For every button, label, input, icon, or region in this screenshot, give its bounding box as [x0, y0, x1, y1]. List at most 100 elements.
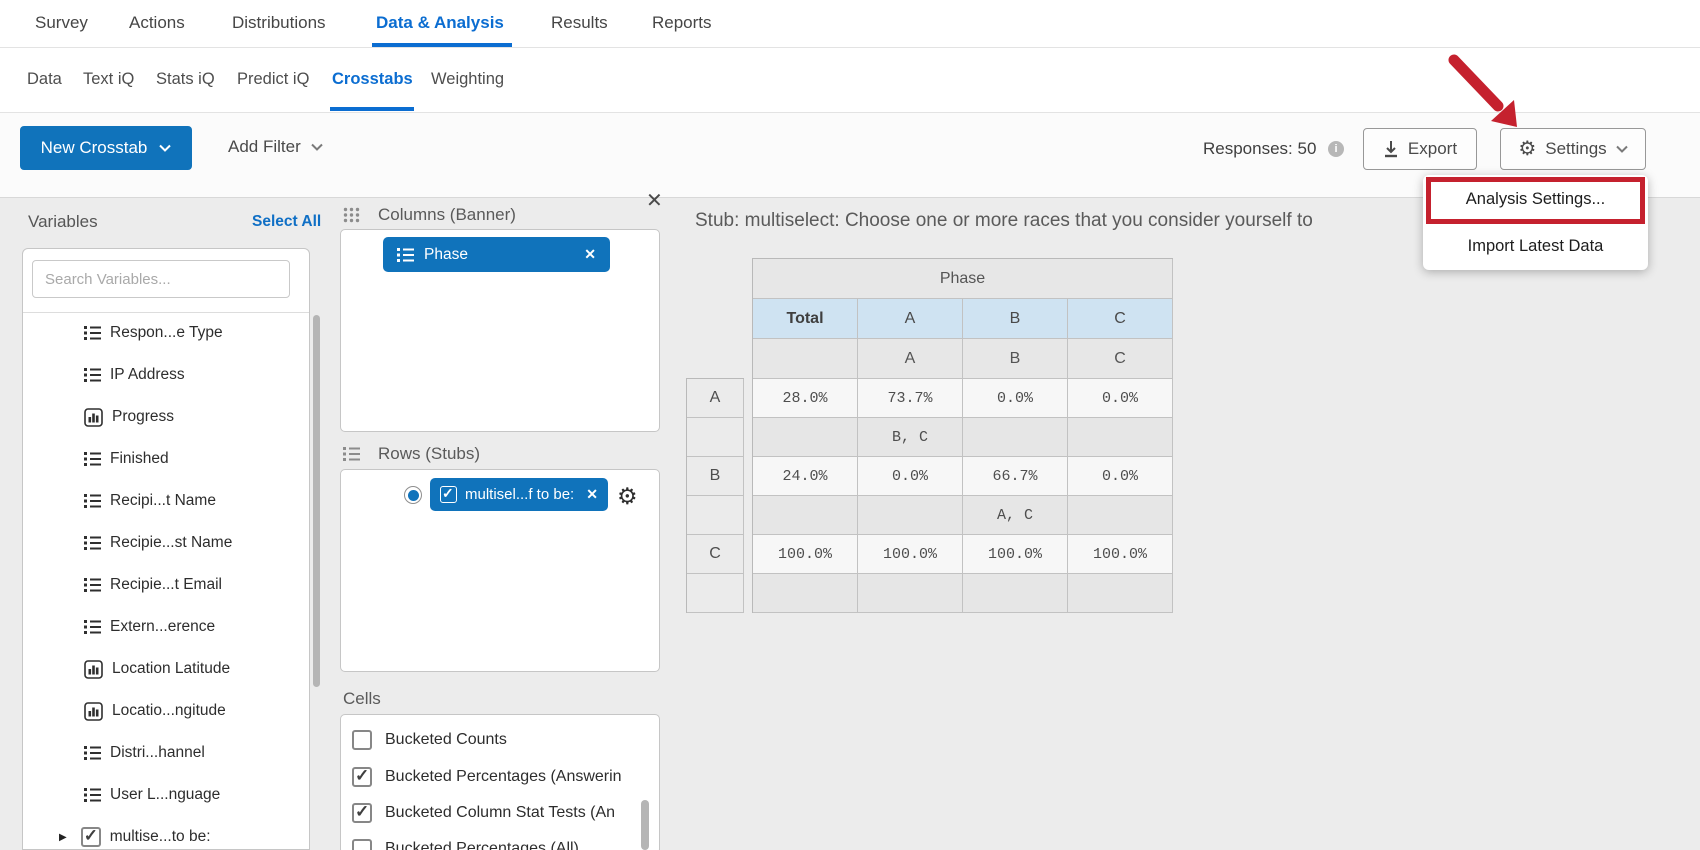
variables-panel-title: Variables [28, 212, 98, 231]
column-header-total: Total [753, 299, 858, 339]
variable-item-ip-address[interactable]: IP Address [23, 354, 303, 396]
variable-item-progress[interactable]: Progress [23, 396, 303, 438]
checkbox-unchecked[interactable] [352, 839, 372, 850]
variable-label: Recipie...st Name [110, 534, 233, 551]
close-builder-panel-icon[interactable]: ✕ [646, 190, 663, 212]
chevron-down-icon [311, 143, 323, 151]
drag-handle-icon [343, 207, 360, 223]
variable-item-multiselect[interactable]: ▶ multise...to be: [23, 816, 303, 850]
variable-item-finished[interactable]: Finished [23, 438, 303, 480]
cells-option-bucketed-counts[interactable]: Bucketed Counts [352, 729, 507, 751]
select-all-link[interactable]: Select All [252, 213, 322, 230]
list-icon [84, 326, 101, 340]
columns-banner-title: Columns (Banner) [378, 205, 516, 224]
stat-letter-header: A [858, 339, 963, 379]
variable-item-response-type[interactable]: Respon...e Type [23, 312, 303, 354]
list-divider [23, 312, 309, 313]
variable-label: Progress [112, 408, 175, 425]
value-cell: 100.0% [963, 535, 1068, 574]
row-label-blank [687, 496, 744, 535]
variable-label: Respon...e Type [110, 324, 223, 341]
export-label: Export [1407, 139, 1458, 158]
column-chip-phase[interactable]: Phase ✕ [383, 237, 610, 272]
variable-item-recipient-email[interactable]: Recipie...t Email [23, 564, 303, 606]
nav-tab-actions[interactable]: Actions [129, 13, 185, 32]
stat-letter-header: C [1068, 339, 1173, 379]
row-settings-gear-icon[interactable]: ⚙ [617, 483, 638, 509]
cells-scrollbar[interactable] [641, 800, 649, 850]
gear-icon: ⚙ [1518, 138, 1537, 160]
subnav-tab-crosstabs[interactable]: Crosstabs [332, 70, 413, 88]
cells-options-card [340, 714, 660, 850]
variable-item-user-language[interactable]: User L...nguage [23, 774, 303, 816]
row-label-blank [687, 418, 744, 457]
nav-tab-survey[interactable]: Survey [35, 13, 88, 32]
nav-tab-results[interactable]: Results [551, 13, 608, 32]
stat-cell [1068, 574, 1173, 613]
chip-checkbox[interactable] [440, 485, 457, 503]
variable-item-location-latitude[interactable]: Location Latitude [23, 648, 303, 690]
menu-item-analysis-settings[interactable]: Analysis Settings... [1465, 190, 1606, 208]
cells-option-bucketed-column-stat-tests[interactable]: Bucketed Column Stat Tests (An [352, 802, 615, 824]
value-cell: 0.0% [963, 379, 1068, 418]
stat-cell [963, 574, 1068, 613]
list-icon [84, 452, 101, 466]
checkbox-unchecked[interactable] [352, 730, 372, 750]
variable-label: Finished [110, 450, 169, 467]
cells-option-bucketed-percentages-all[interactable]: Bucketed Percentages (All) [352, 838, 579, 850]
active-subtab-underline [330, 107, 414, 111]
caret-right-icon[interactable]: ▶ [59, 831, 67, 843]
add-filter-button[interactable]: Add Filter [228, 137, 323, 157]
variable-label: multise...to be: [109, 828, 211, 845]
info-icon[interactable]: i [1328, 141, 1344, 157]
subnav-tab-predict-iq[interactable]: Predict iQ [237, 70, 310, 88]
variable-item-external-reference[interactable]: Extern...erence [23, 606, 303, 648]
variable-label: Extern...erence [110, 618, 216, 635]
stat-cell [963, 418, 1068, 457]
export-button[interactable]: Export [1363, 128, 1477, 170]
value-cell: 66.7% [963, 457, 1068, 496]
bar-chart-icon [84, 701, 103, 721]
stub-radio-selected[interactable] [404, 486, 422, 504]
download-icon [1384, 141, 1397, 158]
top-navigation: Survey Actions Distributions Data & Anal… [0, 0, 1700, 48]
subnav-tab-stats-iq[interactable]: Stats iQ [156, 70, 215, 88]
remove-chip-icon[interactable]: ✕ [586, 486, 598, 502]
remove-chip-icon[interactable]: ✕ [584, 246, 596, 262]
variable-item-recipient-name[interactable]: Recipi...t Name [23, 480, 303, 522]
variable-label: Location Latitude [112, 660, 231, 677]
new-crosstab-label: New Crosstab [40, 138, 148, 157]
crosstab-table: Phase Total A B C A B C 28.0% 73.7% 0.0%… [752, 258, 1173, 613]
value-cell: 100.0% [1068, 535, 1173, 574]
subnav-tab-weighting[interactable]: Weighting [431, 70, 505, 88]
variable-item-recipient-last-name[interactable]: Recipie...st Name [23, 522, 303, 564]
chevron-down-icon [159, 144, 172, 152]
cells-option-bucketed-percentages-answering[interactable]: Bucketed Percentages (Answerin [352, 766, 622, 788]
variable-item-location-longitude[interactable]: Locatio...ngitude [23, 690, 303, 732]
nav-tab-distributions[interactable]: Distributions [232, 13, 326, 32]
subnav-tab-data[interactable]: Data [27, 70, 62, 88]
settings-button[interactable]: ⚙ Settings [1500, 128, 1646, 170]
checkbox-checked[interactable] [352, 802, 372, 823]
stub-title: Stub: multiselect: Choose one or more ra… [695, 210, 1313, 231]
sidebar-scrollbar[interactable] [313, 315, 320, 687]
new-crosstab-button[interactable]: New Crosstab [20, 126, 192, 170]
variable-item-distribution-channel[interactable]: Distri...hannel [23, 732, 303, 774]
variable-checkbox[interactable] [80, 826, 101, 847]
row-label: A [687, 379, 744, 418]
chip-label: Phase [424, 245, 468, 263]
sub-navigation: Data Text iQ Stats iQ Predict iQ Crossta… [0, 48, 1700, 113]
row-chip-multiselect[interactable]: multisel...f to be: ✕ [430, 478, 608, 511]
stat-letter-header [753, 339, 858, 379]
search-variables-input[interactable] [32, 260, 290, 298]
menu-item-import-latest-data[interactable]: Import Latest Data [1467, 237, 1604, 255]
nav-tab-reports[interactable]: Reports [652, 13, 712, 32]
list-icon [84, 494, 101, 508]
variable-label: Recipie...t Email [110, 576, 222, 593]
subnav-tab-text-iq[interactable]: Text iQ [83, 70, 135, 88]
nav-tab-data-analysis[interactable]: Data & Analysis [376, 13, 504, 32]
list-icon [84, 746, 101, 760]
checkbox-checked[interactable] [352, 766, 372, 787]
stat-letter-header: B [963, 339, 1068, 379]
stat-cell [858, 496, 963, 535]
